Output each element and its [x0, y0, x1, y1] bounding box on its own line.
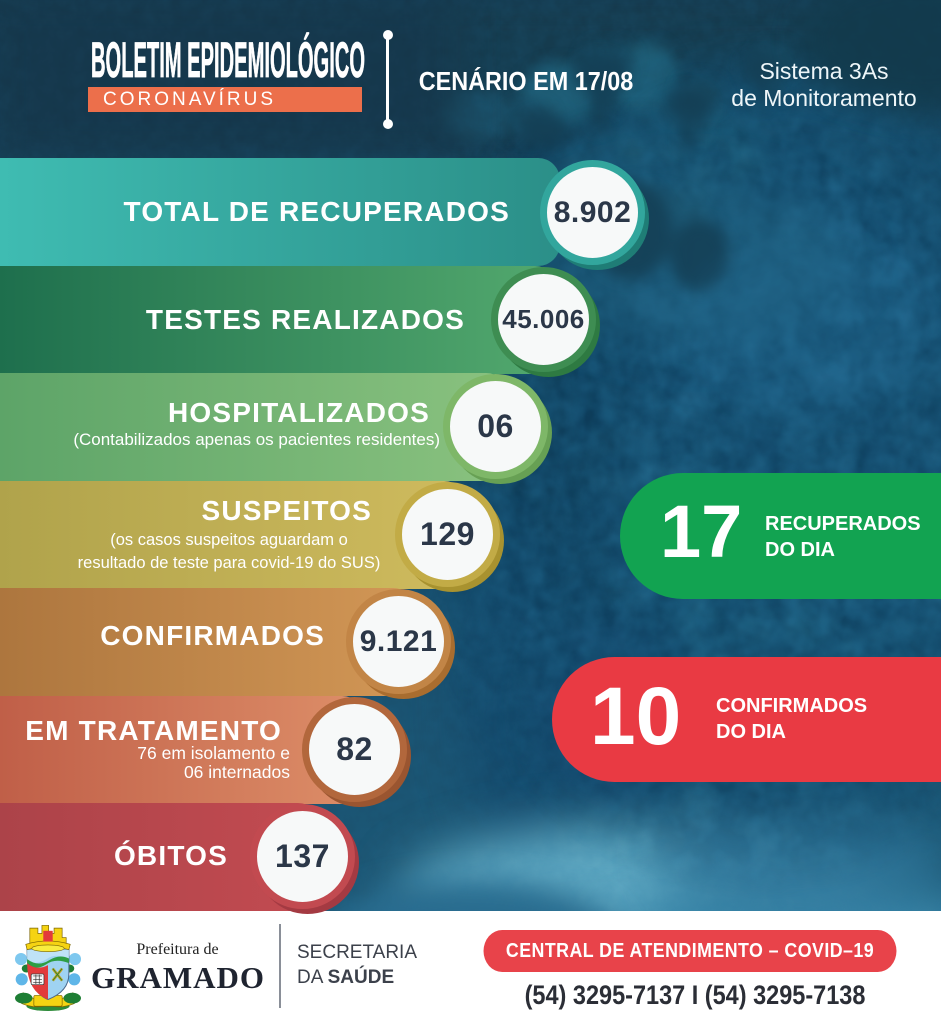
svg-text:BOLETIM EPIDEMIOLÓGICO: BOLETIM EPIDEMIOLÓGICO — [91, 32, 365, 88]
